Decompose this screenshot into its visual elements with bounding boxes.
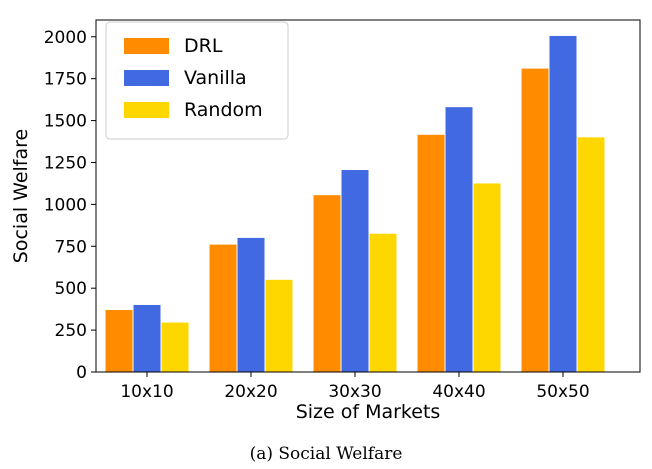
y-tick-label: 250 (55, 321, 87, 341)
x-tick-label: 50x50 (536, 382, 589, 402)
bar-drl-40x40 (417, 134, 445, 372)
x-tick-label: 40x40 (432, 382, 485, 402)
bar-drl-10x10 (105, 309, 133, 372)
bar-random-30x30 (369, 233, 397, 372)
x-axis-label: Size of Markets (296, 401, 441, 423)
bar-vanilla-30x30 (341, 170, 369, 372)
x-tick-label: 20x20 (224, 382, 277, 402)
bar-vanilla-20x20 (237, 237, 265, 372)
y-axis-label: Social Welfare (10, 129, 32, 263)
bar-drl-50x50 (521, 68, 549, 372)
plot-frame (95, 19, 641, 373)
legend: DRL Vanilla Random (105, 21, 289, 140)
bar-vanilla-10x10 (133, 304, 161, 372)
legend-swatch-random (124, 102, 169, 118)
bar-random-10x10 (161, 322, 189, 372)
y-tick-label: 1000 (44, 195, 87, 215)
bar-random-20x20 (265, 279, 293, 372)
y-tick-label: 1250 (44, 153, 87, 173)
bar-random-50x50 (577, 137, 605, 372)
y-tick-label: 0 (76, 363, 87, 383)
y-axis-ticks: 0 250 500 750 1000 1250 1500 1750 2000 (44, 28, 96, 383)
bar-vanilla-50x50 (549, 35, 577, 373)
x-axis-ticks: 10x10 20x20 30x30 40x40 50x50 (120, 372, 590, 402)
legend-swatch-drl (124, 38, 169, 54)
x-tick-label: 30x30 (328, 382, 381, 402)
y-tick-label: 1750 (44, 70, 87, 90)
legend-label-drl: DRL (184, 35, 223, 57)
y-tick-label: 1500 (44, 112, 87, 132)
legend-label-vanilla: Vanilla (184, 67, 247, 89)
bar-drl-30x30 (313, 195, 341, 372)
figure-caption: (a) Social Welfare (250, 444, 403, 464)
legend-label-random: Random (184, 99, 263, 121)
legend-swatch-vanilla (124, 70, 169, 86)
y-tick-label: 2000 (44, 28, 87, 48)
bar-vanilla-40x40 (445, 107, 473, 373)
y-tick-label: 750 (55, 237, 87, 257)
y-tick-label: 500 (55, 279, 87, 299)
bar-drl-20x20 (209, 244, 237, 372)
x-tick-label: 10x10 (120, 382, 173, 402)
bar-random-40x40 (473, 183, 501, 372)
bars-group (105, 35, 605, 373)
